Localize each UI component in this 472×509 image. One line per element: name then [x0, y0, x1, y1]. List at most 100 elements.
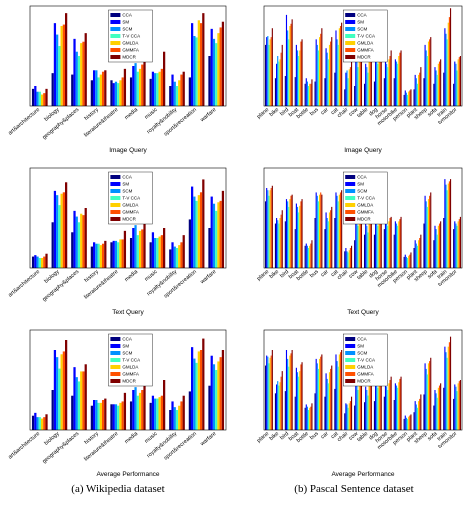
bar: [160, 68, 163, 106]
bar: [158, 236, 161, 268]
bar: [101, 71, 105, 106]
bar: [143, 223, 146, 268]
x-tick-label: bike: [269, 431, 281, 442]
bar: [77, 56, 81, 106]
legend-swatch: [110, 27, 121, 31]
bar: [320, 192, 322, 268]
bar: [305, 404, 307, 430]
legend-label: GMLDA: [122, 41, 138, 46]
bar: [348, 250, 350, 268]
bar: [413, 89, 415, 106]
bar: [195, 200, 198, 268]
bar: [315, 358, 317, 430]
bar: [99, 402, 102, 430]
legend-label: GMMFA: [357, 210, 374, 215]
bar: [112, 83, 115, 106]
bar: [197, 195, 200, 268]
bar: [178, 405, 181, 430]
bar: [266, 188, 268, 268]
bar: [330, 368, 332, 430]
bar: [208, 385, 211, 430]
bar: [93, 242, 96, 268]
bar: [136, 395, 139, 430]
bar: [289, 199, 291, 268]
legend-swatch: [110, 217, 121, 221]
bar: [346, 251, 348, 268]
x-axis-label: Text Query: [347, 309, 379, 316]
x-tick-label: dog: [368, 269, 379, 280]
bar: [300, 364, 302, 430]
legend-label: SCM: [357, 189, 367, 194]
bar: [321, 194, 323, 268]
legend-label: MDCR: [122, 379, 136, 384]
bar: [334, 218, 336, 268]
bar: [45, 88, 48, 106]
bar: [188, 219, 191, 268]
bar: [299, 205, 301, 268]
bar: [154, 398, 157, 430]
bar: [349, 248, 351, 268]
bar: [202, 179, 205, 268]
bar: [274, 393, 277, 430]
bar: [270, 37, 272, 106]
bar: [191, 186, 194, 268]
bar: [440, 59, 442, 106]
bar: [36, 91, 39, 106]
bar: [444, 346, 446, 430]
bar: [360, 214, 363, 268]
bar: [290, 195, 292, 268]
bar: [195, 362, 198, 430]
bar: [315, 39, 317, 107]
bar: [338, 354, 340, 430]
bar: [301, 199, 303, 268]
bar: [347, 252, 349, 268]
bar: [173, 246, 176, 268]
bar: [290, 353, 292, 430]
bar: [393, 234, 395, 268]
x-tick-label: sofa: [427, 268, 440, 280]
bar: [134, 387, 137, 430]
bar: [330, 210, 332, 268]
bar: [306, 81, 308, 106]
bar: [31, 88, 35, 106]
bar: [281, 44, 283, 106]
bar: [459, 380, 462, 430]
bar: [350, 396, 353, 430]
bar: [370, 56, 372, 106]
bar: [395, 61, 398, 106]
bar: [45, 253, 48, 268]
bar: [416, 245, 419, 268]
bar: [276, 218, 278, 268]
caption: (b) Pascal Sentence dataset: [294, 483, 413, 495]
bar: [277, 220, 279, 268]
bar: [156, 238, 159, 268]
legend-label: SCM: [122, 351, 132, 356]
legend-label: SM: [122, 182, 129, 187]
bar: [425, 368, 427, 430]
bar: [160, 395, 163, 430]
bar: [175, 248, 179, 268]
legend-swatch: [345, 189, 356, 193]
bar: [287, 201, 289, 268]
bar: [336, 361, 338, 430]
bar: [173, 81, 176, 106]
bar: [359, 52, 361, 106]
bar: [141, 229, 144, 268]
bar: [368, 385, 370, 430]
bar: [394, 383, 396, 430]
x-tick-label: car: [320, 431, 330, 441]
bar: [158, 71, 161, 106]
bar: [73, 38, 76, 106]
x-tick-label: warfare: [199, 269, 218, 286]
legend-label: T-V CCA: [357, 34, 375, 39]
bar: [445, 352, 447, 430]
bar: [339, 26, 342, 106]
legend-swatch: [345, 210, 356, 214]
bar: [445, 33, 447, 106]
bar: [58, 46, 61, 106]
bar: [403, 418, 405, 430]
bar: [355, 382, 357, 430]
x-tick-label: bus: [309, 107, 320, 117]
bar: [397, 387, 399, 430]
bar: [429, 361, 431, 430]
